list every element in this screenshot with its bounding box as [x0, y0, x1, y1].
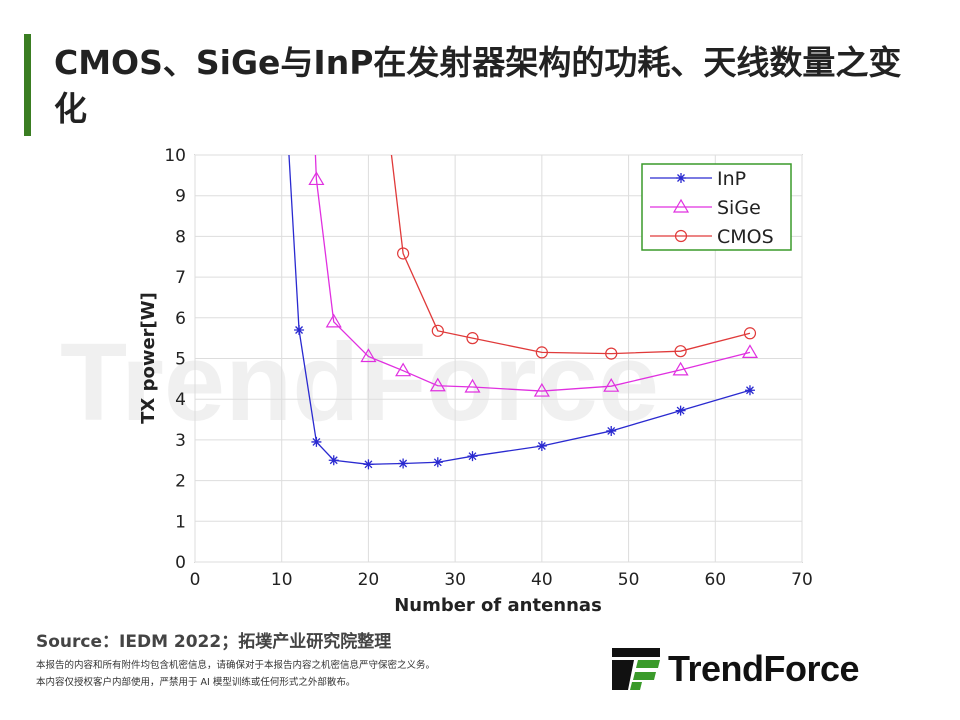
- y-tick-label: 8: [175, 227, 186, 247]
- circle-marker: [397, 247, 410, 260]
- triangle-marker: [603, 377, 620, 392]
- y-tick-label: 6: [175, 309, 186, 329]
- asterisk-marker: [744, 385, 755, 396]
- triangle-marker: [741, 344, 759, 358]
- circle-marker: [674, 229, 688, 243]
- asterisk-marker: [675, 405, 686, 416]
- triangle-marker: [464, 378, 481, 393]
- y-tick-label: 2: [175, 472, 186, 492]
- x-tick-label: 30: [444, 570, 466, 590]
- y-tick-label: 1: [175, 512, 186, 532]
- asterisk-marker: [277, 24, 287, 34]
- circle-marker: [466, 332, 479, 345]
- series-group: [277, 24, 759, 470]
- asterisk-marker: [432, 457, 443, 468]
- y-tick-label: 10: [164, 146, 186, 166]
- x-tick-label: 0: [190, 570, 201, 590]
- asterisk-marker: [467, 451, 478, 462]
- triangle-marker: [360, 348, 377, 363]
- triangle-marker: [395, 362, 412, 377]
- asterisk-marker: [676, 173, 686, 183]
- logo-text: TrendForce: [668, 648, 860, 689]
- logo-icon: [612, 648, 660, 690]
- y-tick-label: 7: [175, 268, 186, 288]
- triangle-marker: [533, 382, 550, 397]
- page-title: CMOS、SiGe与InP在发射器架构的功耗、天线数量之变化: [54, 43, 902, 128]
- disclaimer-line: 本报告的内容和所有附件均包含机密信息，请确保对于本报告内容之机密信息严守保密之义…: [36, 660, 436, 671]
- y-tick-label: 3: [175, 431, 186, 451]
- legend-label: InP: [717, 168, 746, 190]
- trendforce-logo: TrendForce: [612, 646, 860, 692]
- asterisk-marker: [536, 441, 547, 452]
- circle-marker: [535, 346, 548, 359]
- series-line-InP: [288, 155, 751, 465]
- circle-marker: [431, 324, 444, 337]
- asterisk-marker: [311, 436, 322, 447]
- title-accent-bar: [24, 34, 31, 136]
- source-note: Source：IEDM 2022；拓墣产业研究院整理: [36, 632, 392, 652]
- triangle-marker: [672, 361, 689, 376]
- asterisk-marker: [328, 455, 339, 466]
- asterisk-marker: [294, 325, 305, 336]
- asterisk-marker: [363, 459, 374, 470]
- y-tick-label: 4: [175, 390, 186, 410]
- series-line-CMOS: [390, 155, 751, 355]
- asterisk-marker: [606, 425, 617, 436]
- x-axis-label: Number of antennas: [394, 595, 602, 616]
- x-tick-label: 70: [791, 570, 813, 590]
- circle-marker: [674, 345, 687, 358]
- triangle-marker: [429, 377, 446, 392]
- y-tick-label: 0: [175, 553, 186, 573]
- watermark: TrendForce: [60, 321, 659, 444]
- series-line-SiGe: [314, 155, 751, 392]
- asterisk-marker: [398, 458, 409, 469]
- x-tick-label: 20: [358, 570, 380, 590]
- y-axis-label: TX power[W]: [138, 292, 159, 424]
- triangle-marker: [672, 198, 690, 213]
- y-tick-label: 5: [175, 350, 186, 370]
- x-tick-label: 10: [271, 570, 293, 590]
- legend-label: CMOS: [717, 226, 774, 248]
- legend-label: SiGe: [717, 197, 761, 219]
- x-tick-label: 40: [531, 570, 553, 590]
- triangle-marker: [325, 313, 342, 328]
- triangle-marker: [308, 171, 325, 186]
- y-tick-label: 9: [175, 187, 186, 207]
- disclaimer-line: 本内容仅授权客户内部使用，严禁用于 AI 模型训练或任何形式之外部散布。: [36, 677, 356, 688]
- circle-marker: [605, 347, 618, 360]
- x-tick-label: 50: [618, 570, 640, 590]
- circle-marker: [743, 327, 757, 340]
- x-tick-label: 60: [704, 570, 726, 590]
